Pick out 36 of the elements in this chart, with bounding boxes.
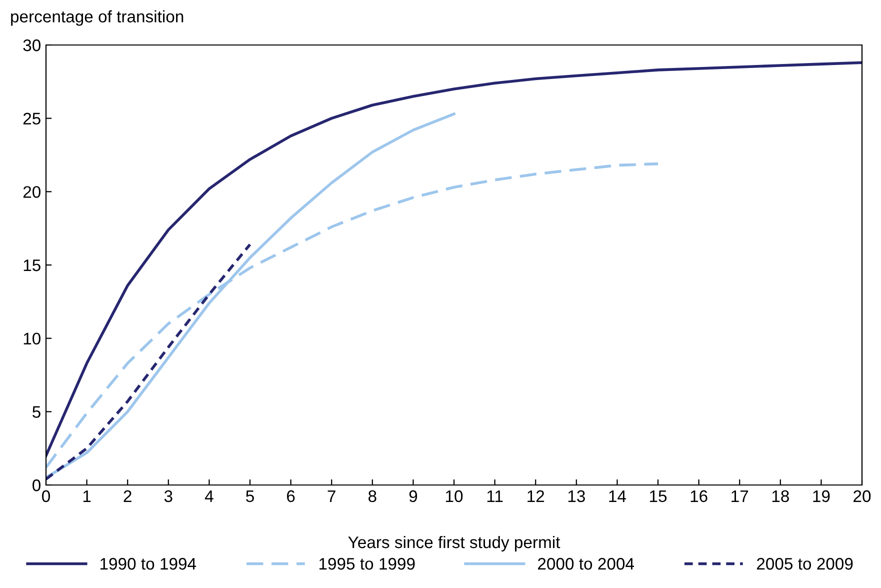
line-series [46, 243, 252, 481]
x-tick-label: 12 [528, 490, 544, 502]
y-axis-title: percentage of transition [11, 10, 184, 26]
y-tick-label: 0 [32, 479, 40, 492]
x-tick-label: 0 [42, 490, 50, 502]
y-tick-label: 25 [23, 112, 40, 125]
x-axis-title: Years since first study permit [348, 536, 560, 552]
legend-label: 2000 to 2004 [538, 558, 634, 570]
x-tick-label: 20 [854, 490, 871, 502]
x-tick-label: 13 [568, 490, 585, 502]
x-tick-label: 7 [328, 490, 336, 502]
x-tick-label: 8 [368, 490, 376, 502]
y-tick-label: 15 [24, 260, 40, 272]
y-tick-label: 30 [23, 39, 40, 52]
y-tick-label: 20 [23, 186, 40, 198]
x-tick-label: 15 [650, 490, 667, 502]
y-tick-label: 10 [24, 332, 40, 345]
x-tick-label: 18 [772, 490, 789, 502]
line-series [46, 61, 862, 458]
y-tick-label: 5 [32, 406, 40, 418]
x-tick-label: 3 [164, 490, 172, 502]
x-tick-label: 6 [287, 490, 295, 502]
x-tick-label: 14 [609, 490, 626, 502]
x-tick-label: 5 [246, 490, 254, 502]
legend-label: 1990 to 1994 [100, 558, 196, 570]
x-tick-label: 16 [690, 490, 708, 502]
x-tick-label: 17 [732, 490, 748, 502]
x-tick-label: 1 [83, 490, 91, 502]
legend-label: 2005 to 2009 [756, 558, 853, 570]
x-tick-label: 9 [409, 490, 418, 502]
x-tick-label: 4 [204, 490, 214, 502]
x-tick-label: 2 [124, 490, 132, 502]
x-tick-label: 19 [813, 490, 830, 502]
x-tick-label: 11 [487, 490, 503, 502]
x-tick-label: 10 [446, 490, 463, 502]
legend-label: 1995 to 1999 [319, 558, 415, 570]
